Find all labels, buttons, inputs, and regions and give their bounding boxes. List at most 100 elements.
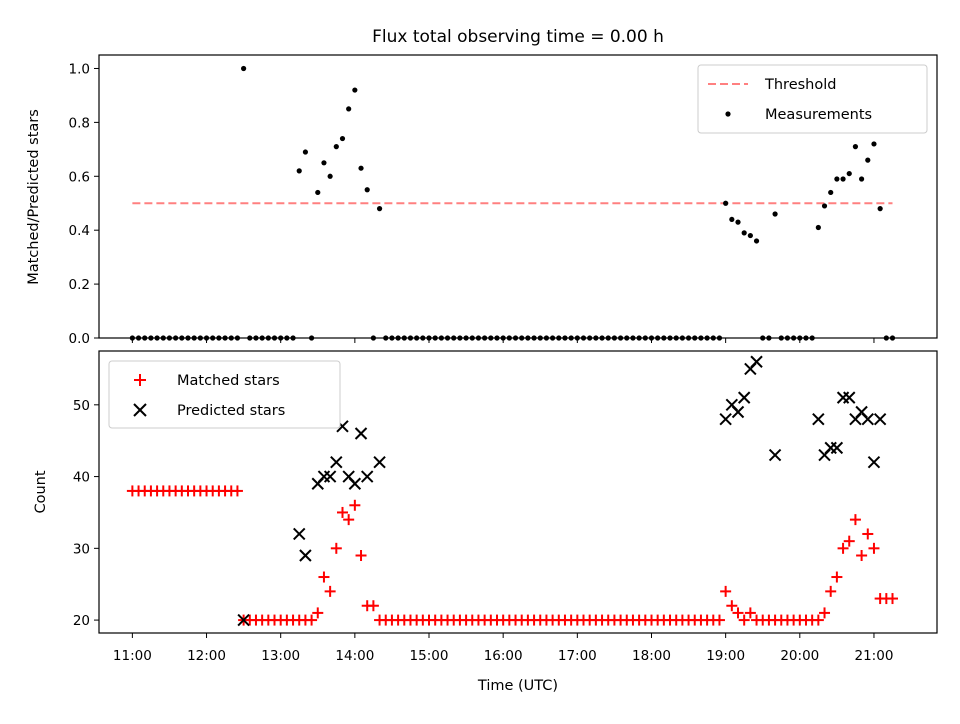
predicted-star-marker [873,412,887,426]
matched-star-marker [343,514,355,526]
predicted-star-marker [354,427,368,440]
measurement-point [376,206,383,212]
predicted-star-marker [237,613,250,627]
predicted-star-marker [768,448,782,462]
top-y-tick-label: 1.0 [69,61,90,77]
matched-star-marker [349,499,361,511]
bottom-x-tick-label: 18:00 [632,648,671,664]
matched-star-marker [831,571,843,583]
bottom-x-tick-label: 15:00 [410,648,449,664]
predicted-star-marker [737,391,751,404]
measurement-point [346,106,352,112]
chart-title: Flux total observing time = 0.00 h [372,27,664,47]
measurement-point [741,230,747,236]
legend-threshold-label: Threshold [764,77,836,93]
bottom-y-tick-label: 30 [73,541,90,557]
predicted-star-marker [330,456,343,469]
matched-star-marker [336,506,348,518]
bottom-x-tick-label: 16:00 [484,648,523,664]
top-y-tick-label: 0.4 [69,223,90,239]
predicted-star-marker [719,412,732,426]
measurement-point [321,160,327,166]
predicted-star-marker [867,456,881,469]
bottom-x-tick-label: 19:00 [706,648,745,664]
legend-measurement-label: Measurements [765,107,872,123]
top-y-tick-label: 0.2 [69,277,90,293]
measurement-point [865,157,871,163]
measurement-point [846,170,852,177]
measurement-point [821,203,828,209]
measurement-point [723,200,729,206]
top-legend: Threshold Measurements [697,64,928,134]
predicted-star-marker [323,470,337,483]
predicted-star-marker [361,470,374,483]
predicted-star-marker [731,405,745,419]
matched-star-marker [318,571,330,583]
measurement-point [315,189,321,196]
matched-star-marker [825,585,837,597]
predicted-star-marker [299,549,312,562]
top-y-ticks: 0.0 0.2 0.4 0.6 0.8 1.0 [69,61,99,347]
matched-star-marker [355,550,367,562]
matched-star-marker [837,542,849,554]
matched-stars-points [126,485,899,626]
bottom-x-tick-label: 20:00 [780,648,819,664]
top-y-axis-label: Matched/Predicted stars [26,109,42,285]
matched-star-marker [887,593,899,605]
matched-star-marker [726,600,738,612]
x-axis-label: Time (UTC) [477,678,558,694]
measurement-point [364,187,370,193]
bottom-y-tick-label: 40 [73,470,90,486]
matched-star-marker [744,607,756,619]
measurement-point [729,216,735,223]
matched-star-marker [312,607,324,619]
top-axes-frame [98,54,938,339]
matched-star-marker [856,550,868,562]
legend-matched-label: Matched stars [177,373,280,389]
top-x-ticks [131,338,875,343]
measurement-point [840,176,846,182]
bottom-x-tick-label: 14:00 [335,648,374,664]
matched-star-marker [330,542,342,554]
top-panel: 0.0 0.2 0.4 0.6 0.8 1.0 Matched/Predicted sta… [26,54,938,347]
measurement-point [772,211,778,217]
measurement-point [296,168,302,174]
predicted-star-marker [348,477,362,490]
measurement-point [302,149,309,155]
measurement-point [753,238,760,244]
bottom-x-tick-label: 11:00 [113,648,152,664]
legend-predicted-swatch [133,403,147,417]
bottom-axes-frame [98,350,938,634]
matched-star-marker [324,585,336,597]
matched-star-marker [231,485,243,497]
bottom-y-tick-label: 20 [73,613,90,629]
predicted-star-marker [861,412,874,426]
matched-star-marker [868,542,880,554]
measurement-point [815,224,821,231]
measurement-point [871,141,877,147]
measurement-point [339,135,346,142]
predicted-star-marker [750,355,763,368]
measurement-point [352,87,358,93]
measurement-point [859,176,865,182]
top-y-tick-label: 0.6 [69,169,90,185]
predicted-star-marker [293,527,306,541]
bottom-x-tick-label: 12:00 [187,648,226,664]
matched-star-marker [713,614,725,626]
legend-predicted-label: Predicted stars [177,403,285,419]
bottom-x-tick-label: 13:00 [261,648,300,664]
legend-measurement-swatch [725,111,731,117]
bottom-y-tick-label: 50 [73,398,90,414]
predicted-star-marker [830,441,844,455]
bottom-y-axis-label: Count [33,470,49,513]
bottom-legend: Matched stars Predicted stars [108,360,341,429]
bottom-panel: 20 30 40 50 11:00 12:00 13:00 14:00 15:00 16:00 1… [33,350,938,694]
bottom-x-tick-label: 21:00 [855,648,894,664]
predicted-stars-points [237,355,887,627]
measurement-point [828,189,834,196]
matched-star-marker [812,614,824,626]
predicted-star-marker [812,412,825,426]
matched-star-marker [732,607,744,619]
matched-star-marker [720,585,732,597]
